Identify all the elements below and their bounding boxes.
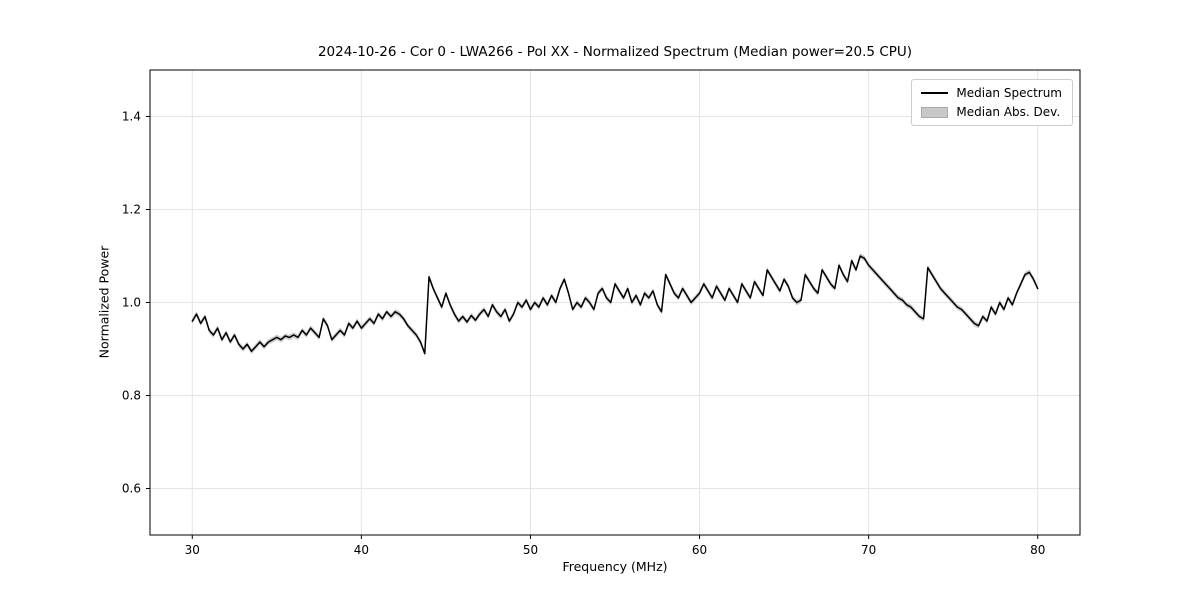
x-tick-label: 80 <box>1030 543 1045 557</box>
y-tick-label: 0.8 <box>122 389 141 403</box>
legend-label-mad: Median Abs. Dev. <box>956 105 1061 119</box>
line-swatch <box>921 92 949 94</box>
x-tick-label: 60 <box>692 543 707 557</box>
mad-band <box>192 253 1038 357</box>
x-tick-label: 50 <box>523 543 538 557</box>
x-axis-label: Frequency (MHz) <box>562 559 668 574</box>
legend-item-median-spectrum: Median Spectrum <box>921 86 1062 100</box>
legend: Median Spectrum Median Abs. Dev. <box>911 79 1073 126</box>
median-spectrum-line <box>191 255 1039 355</box>
chart-title: 2024-10-26 - Cor 0 - LWA266 - Pol XX - N… <box>317 44 913 60</box>
y-tick-label: 1.0 <box>122 296 141 310</box>
y-tick-label: 1.4 <box>122 110 141 124</box>
y-tick-label: 0.6 <box>122 482 141 496</box>
patch-swatch <box>921 106 949 118</box>
x-tick-label: 70 <box>861 543 876 557</box>
legend-label-median-spectrum: Median Spectrum <box>956 86 1062 100</box>
x-tick-label: 40 <box>354 543 369 557</box>
x-tick-label: 30 <box>185 543 200 557</box>
y-tick-label: 1.2 <box>122 203 141 217</box>
legend-item-mad: Median Abs. Dev. <box>921 105 1062 119</box>
